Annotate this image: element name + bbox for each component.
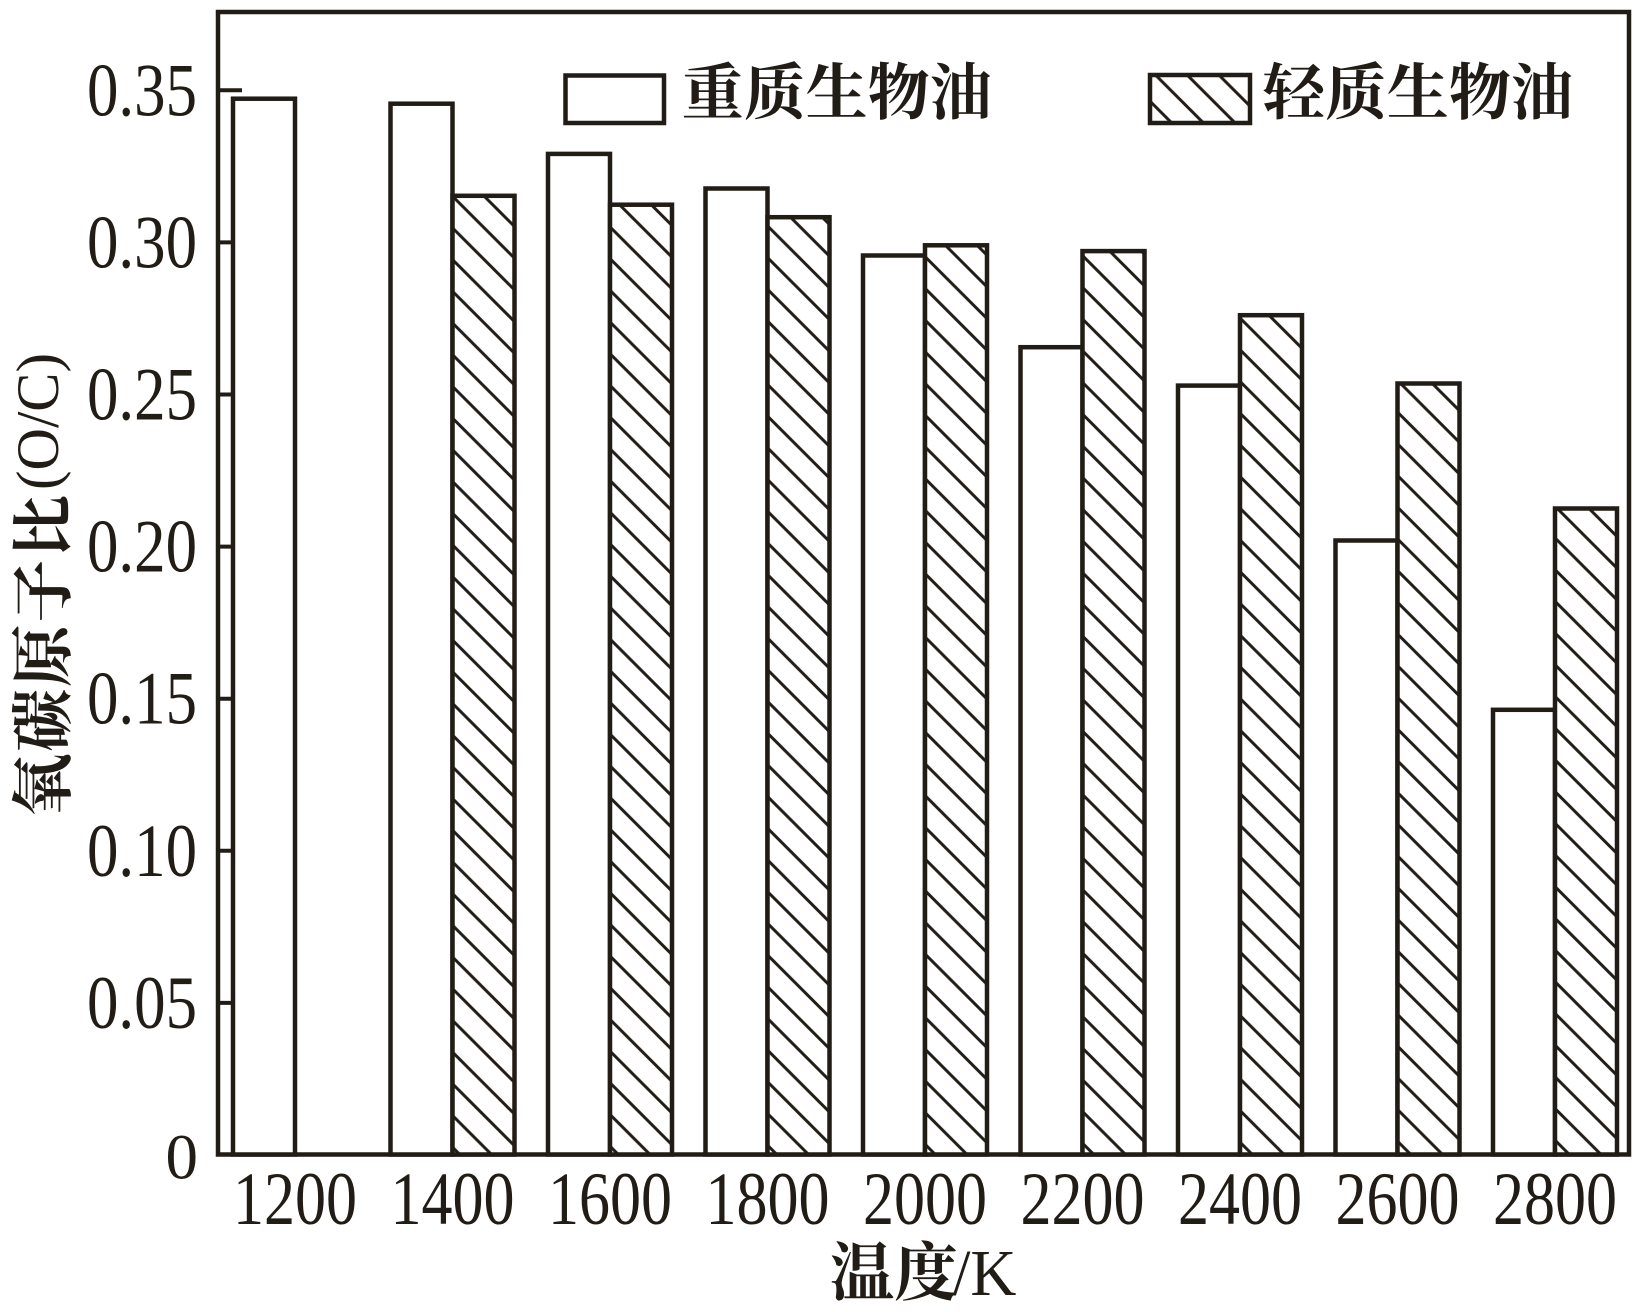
svg-text:0.20: 0.20 [87,506,197,589]
svg-text:2000: 2000 [863,1158,987,1241]
svg-text:0: 0 [166,1122,199,1194]
svg-text:0.30: 0.30 [87,201,197,284]
svg-text:(O/C): (O/C) [5,353,71,490]
svg-text:2400: 2400 [1178,1158,1302,1241]
svg-text:0.05: 0.05 [87,962,197,1045]
svg-text:1600: 1600 [548,1158,672,1241]
svg-text:0.25: 0.25 [87,354,197,437]
svg-text:0.35: 0.35 [87,49,197,132]
svg-text:1800: 1800 [706,1158,830,1241]
svg-text:0.10: 0.10 [87,810,197,893]
svg-text:2600: 2600 [1336,1158,1460,1241]
svg-text:2800: 2800 [1493,1158,1617,1241]
svg-text:0.15: 0.15 [87,658,197,741]
svg-text:/K: /K [953,1237,1017,1310]
svg-text:2200: 2200 [1021,1158,1145,1241]
svg-text:1200: 1200 [233,1158,357,1241]
svg-text:1400: 1400 [391,1158,515,1241]
